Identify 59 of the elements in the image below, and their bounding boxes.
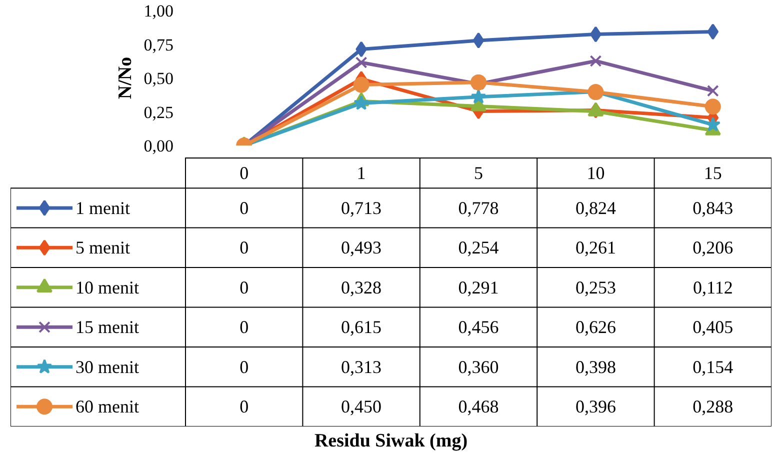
data-label: 0,493 [341, 238, 382, 258]
data-label: 0,206 [692, 238, 734, 258]
data-label: 0,288 [692, 396, 734, 417]
y-tick-label: 0,25 [144, 102, 174, 122]
legend-label: 10 menit [76, 277, 139, 298]
point [470, 88, 486, 104]
data-label: 0,713 [341, 198, 382, 218]
data-label: 0 [240, 238, 249, 258]
legend-label: 5 menit [76, 238, 130, 258]
data-label: 0,468 [458, 396, 499, 417]
data-label: 0 [240, 396, 249, 417]
x-tick-label: 10 [586, 162, 605, 183]
point [470, 74, 486, 90]
point [590, 55, 602, 67]
data-label: 0,360 [458, 356, 499, 377]
data-label: 0,450 [341, 396, 382, 417]
data-label: 0,843 [692, 198, 734, 218]
data-label: 0 [240, 277, 249, 298]
x-tick-label: 5 [474, 162, 483, 183]
legend-label: 30 menit [76, 356, 139, 377]
point [354, 95, 369, 110]
data-label: 0,778 [458, 198, 499, 218]
data-label: 0,626 [575, 317, 616, 338]
x-tick-label: 1 [356, 162, 366, 183]
y-tick-label: 0,00 [144, 136, 174, 156]
y-axis-title: N/No [114, 56, 136, 100]
data-label: 0,112 [692, 277, 733, 298]
x-tick-label: 15 [704, 162, 722, 183]
data-label: 0,254 [458, 238, 499, 258]
point [707, 24, 719, 40]
point [472, 32, 484, 48]
point [588, 102, 604, 116]
legend-label: 1 menit [76, 198, 130, 218]
y-tick-label: 0,50 [144, 69, 174, 88]
data-label: 0,456 [458, 317, 499, 338]
x-tick-label: 0 [240, 162, 249, 183]
legend-label: 15 menit [76, 317, 139, 338]
data-label: 0,291 [458, 277, 499, 298]
data-label: 0 [240, 198, 249, 218]
text: Residu Siwak (mg) [314, 430, 468, 452]
data-label: 0 [240, 356, 249, 377]
data-label: 0,396 [575, 396, 616, 417]
data-label: 0,615 [341, 317, 382, 338]
data-label: 0,328 [341, 277, 382, 298]
data-label: 0,313 [341, 356, 382, 377]
data-label: 0,824 [575, 198, 616, 218]
point [704, 98, 721, 115]
point [355, 56, 368, 68]
data-label: 0,154 [692, 356, 734, 377]
data-label: 0,253 [575, 277, 616, 298]
data-label: 0 [240, 317, 249, 338]
point [353, 76, 370, 93]
data-label: 0,261 [575, 238, 616, 258]
legend-label: 60 menit [76, 396, 139, 417]
data-label: 0,398 [575, 356, 616, 377]
y-tick-label: 0,75 [144, 35, 174, 54]
data-label: 0,405 [692, 317, 734, 338]
y-tick-label: 1,00 [144, 2, 174, 20]
point [706, 84, 719, 97]
